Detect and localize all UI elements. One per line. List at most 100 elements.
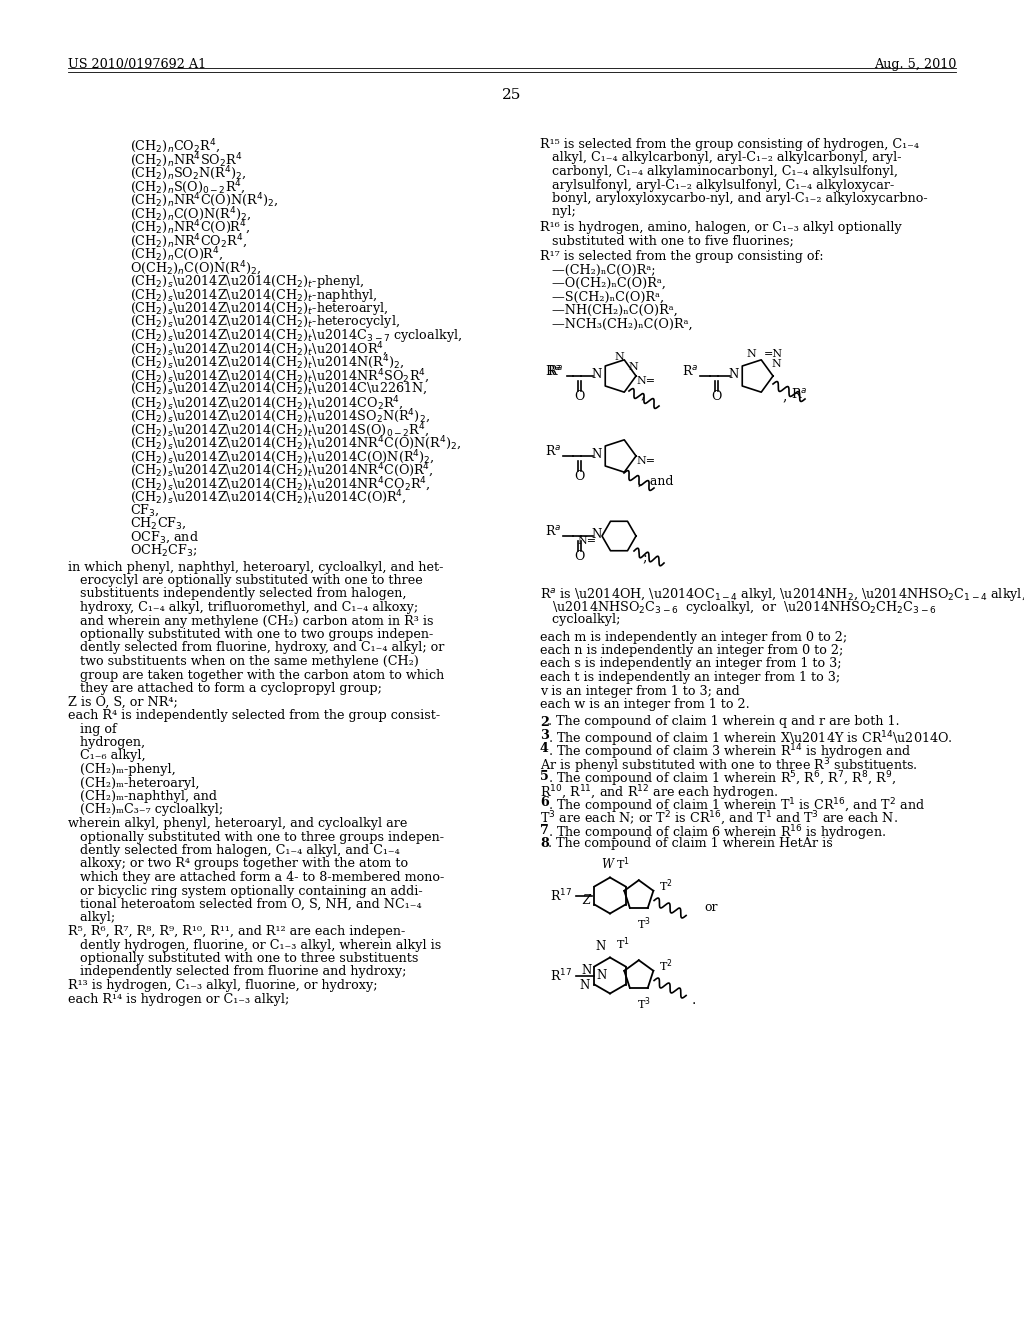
Text: T$^3$: T$^3$ bbox=[637, 995, 650, 1012]
Text: Z: Z bbox=[582, 894, 590, 907]
Text: T$^2$: T$^2$ bbox=[659, 878, 673, 894]
Text: O(CH$_2$)$_n$C(O)N(R$^4$)$_2$,: O(CH$_2$)$_n$C(O)N(R$^4$)$_2$, bbox=[130, 260, 261, 277]
Text: (CH$_2$)$_s$\u2014Z\u2014(CH$_2$)$_t$\u2014C(O)N(R$^4$)$_2$,: (CH$_2$)$_s$\u2014Z\u2014(CH$_2$)$_t$\u2… bbox=[130, 449, 435, 466]
Text: 8: 8 bbox=[540, 837, 549, 850]
Text: alkoxy; or two R⁴ groups together with the atom to: alkoxy; or two R⁴ groups together with t… bbox=[68, 858, 409, 870]
Text: . The compound of claim 3 wherein R$^{14}$ is hydrogen and: . The compound of claim 3 wherein R$^{14… bbox=[548, 742, 911, 762]
Text: R¹⁶ is hydrogen, amino, halogen, or C₁₋₃ alkyl optionally: R¹⁶ is hydrogen, amino, halogen, or C₁₋₃… bbox=[540, 220, 902, 234]
Text: —NH(CH₂)ₙC(O)Rᵃ,: —NH(CH₂)ₙC(O)Rᵃ, bbox=[540, 304, 678, 317]
Text: each R¹⁴ is hydrogen or C₁₋₃ alkyl;: each R¹⁴ is hydrogen or C₁₋₃ alkyl; bbox=[68, 993, 289, 1006]
Text: N: N bbox=[596, 969, 606, 982]
Text: . The compound of claim 6 wherein R$^{16}$ is hydrogen.: . The compound of claim 6 wherein R$^{16… bbox=[548, 824, 887, 843]
Text: . The compound of claim 1 wherein HetAr is: . The compound of claim 1 wherein HetAr … bbox=[548, 837, 833, 850]
Text: hydrogen,: hydrogen, bbox=[68, 737, 145, 748]
Text: (CH$_2$)$_s$\u2014Z\u2014(CH$_2$)$_t$\u2014NR$^4$CO$_2$R$^4$,: (CH$_2$)$_s$\u2014Z\u2014(CH$_2$)$_t$\u2… bbox=[130, 475, 431, 494]
Text: O: O bbox=[573, 549, 584, 562]
Text: hydroxy, C₁₋₄ alkyl, trifluoromethyl, and C₁₋₄ alkoxy;: hydroxy, C₁₋₄ alkyl, trifluoromethyl, an… bbox=[68, 601, 418, 614]
Text: R¹⁷ is selected from the group consisting of:: R¹⁷ is selected from the group consistin… bbox=[540, 249, 823, 263]
Text: Aug. 5, 2010: Aug. 5, 2010 bbox=[873, 58, 956, 71]
Text: (CH$_2$)$_s$\u2014Z\u2014(CH$_2$)$_t$\u2014S(O)$_{0-2}$R$^4$,: (CH$_2$)$_s$\u2014Z\u2014(CH$_2$)$_t$\u2… bbox=[130, 421, 429, 440]
Text: O: O bbox=[573, 389, 584, 403]
Text: (CH$_2$)$_n$NR$^4$C(O)R$^4$,: (CH$_2$)$_n$NR$^4$C(O)R$^4$, bbox=[130, 219, 250, 238]
Text: (CH$_2$)$_s$\u2014Z\u2014(CH$_2$)$_t$\u2014C$_{3-7}$ cycloalkyl,: (CH$_2$)$_s$\u2014Z\u2014(CH$_2$)$_t$\u2… bbox=[130, 327, 462, 345]
Text: (CH$_2$)$_s$\u2014Z\u2014(CH$_2$)$_t$\u2014OR$^4$,: (CH$_2$)$_s$\u2014Z\u2014(CH$_2$)$_t$\u2… bbox=[130, 341, 388, 359]
Text: each s is independently an integer from 1 to 3;: each s is independently an integer from … bbox=[540, 657, 842, 671]
Text: —(CH₂)ₙC(O)Rᵃ;: —(CH₂)ₙC(O)Rᵃ; bbox=[540, 264, 655, 276]
Text: carbonyl, C₁₋₄ alkylaminocarbonyl, C₁₋₄ alkylsulfonyl,: carbonyl, C₁₋₄ alkylaminocarbonyl, C₁₋₄ … bbox=[540, 165, 898, 178]
Text: R$^a$: R$^a$ bbox=[545, 364, 561, 378]
Text: each t is independently an integer from 1 to 3;: each t is independently an integer from … bbox=[540, 671, 840, 684]
Text: C₁₋₆ alkyl,: C₁₋₆ alkyl, bbox=[68, 750, 145, 763]
Text: (CH$_2$)$_s$\u2014Z\u2014(CH$_2$)$_t$-heterocyclyl,: (CH$_2$)$_s$\u2014Z\u2014(CH$_2$)$_t$-he… bbox=[130, 314, 400, 330]
Text: (CH₂)ₘ-naphthyl, and: (CH₂)ₘ-naphthyl, and bbox=[68, 789, 217, 803]
Text: Ar is phenyl substituted with one to three R$^3$ substituents.: Ar is phenyl substituted with one to thr… bbox=[540, 756, 918, 776]
Text: ,: , bbox=[641, 387, 645, 401]
Text: (CH$_2$)$_s$\u2014Z\u2014(CH$_2$)$_t$\u2014C(O)R$^4$,: (CH$_2$)$_s$\u2014Z\u2014(CH$_2$)$_t$\u2… bbox=[130, 488, 407, 507]
Text: (CH$_2$)$_n$C(O)R$^4$,: (CH$_2$)$_n$C(O)R$^4$, bbox=[130, 246, 223, 264]
Text: R⁵, R⁶, R⁷, R⁸, R⁹, R¹⁰, R¹¹, and R¹² are each indepen-: R⁵, R⁶, R⁷, R⁸, R⁹, R¹⁰, R¹¹, and R¹² ar… bbox=[68, 925, 406, 939]
Text: 25: 25 bbox=[503, 88, 521, 102]
Text: N: N bbox=[592, 367, 602, 380]
Text: N: N bbox=[596, 940, 606, 953]
Text: 6: 6 bbox=[540, 796, 549, 809]
Text: (CH$_2$)$_s$\u2014Z\u2014(CH$_2$)$_t$\u2014NR$^4$C(O)R$^4$,: (CH$_2$)$_s$\u2014Z\u2014(CH$_2$)$_t$\u2… bbox=[130, 462, 434, 480]
Text: (CH$_2$)$_s$\u2014Z\u2014(CH$_2$)$_t$\u2014C\u2261N,: (CH$_2$)$_s$\u2014Z\u2014(CH$_2$)$_t$\u2… bbox=[130, 381, 427, 396]
Text: ,  and: , and bbox=[638, 474, 674, 487]
Text: arylsulfonyl, aryl-C₁₋₂ alkylsulfonyl, C₁₋₄ alkyloxycar-: arylsulfonyl, aryl-C₁₋₂ alkylsulfonyl, C… bbox=[540, 178, 894, 191]
Text: N: N bbox=[614, 352, 624, 362]
Text: in which phenyl, naphthyl, heteroaryl, cycloalkyl, and het-: in which phenyl, naphthyl, heteroaryl, c… bbox=[68, 561, 443, 573]
Text: each m is independently an integer from 0 to 2;: each m is independently an integer from … bbox=[540, 631, 847, 644]
Text: dently selected from halogen, C₁₋₄ alkyl, and C₁₋₄: dently selected from halogen, C₁₋₄ alkyl… bbox=[68, 843, 399, 857]
Text: 3: 3 bbox=[540, 729, 549, 742]
Text: nyl;: nyl; bbox=[540, 206, 575, 219]
Text: (CH$_2$)$_s$\u2014Z\u2014(CH$_2$)$_t$-heteroaryl,: (CH$_2$)$_s$\u2014Z\u2014(CH$_2$)$_t$-he… bbox=[130, 300, 388, 317]
Text: —O(CH₂)ₙC(O)Rᵃ,: —O(CH₂)ₙC(O)Rᵃ, bbox=[540, 277, 666, 290]
Text: 2: 2 bbox=[540, 715, 549, 729]
Text: ing of: ing of bbox=[68, 722, 117, 735]
Text: T$^3$ are each N; or T$^2$ is CR$^{16}$, and T$^1$ and T$^3$ are each N.: T$^3$ are each N; or T$^2$ is CR$^{16}$,… bbox=[540, 810, 898, 828]
Text: US 2010/0197692 A1: US 2010/0197692 A1 bbox=[68, 58, 206, 71]
Text: ;: ; bbox=[643, 550, 647, 565]
Text: (CH$_2$)$_s$\u2014Z\u2014(CH$_2$)$_t$\u2014NR$^4$C(O)N(R$^4$)$_2$,: (CH$_2$)$_s$\u2014Z\u2014(CH$_2$)$_t$\u2… bbox=[130, 436, 462, 453]
Text: two substituents when on the same methylene (CH₂): two substituents when on the same methyl… bbox=[68, 655, 419, 668]
Text: (CH$_2$)$_n$S(O)$_{0-2}$R$^4$,: (CH$_2$)$_n$S(O)$_{0-2}$R$^4$, bbox=[130, 178, 246, 197]
Text: N: N bbox=[582, 964, 592, 977]
Text: W: W bbox=[601, 858, 613, 870]
Text: (CH$_2$)$_s$\u2014Z\u2014(CH$_2$)$_t$\u2014CO$_2$R$^4$,: (CH$_2$)$_s$\u2014Z\u2014(CH$_2$)$_t$\u2… bbox=[130, 395, 403, 413]
Text: . The compound of claim 1 wherein R$^5$, R$^6$, R$^7$, R$^8$, R$^9$,: . The compound of claim 1 wherein R$^5$,… bbox=[548, 770, 896, 789]
Text: R$^a$ is \u2014OH, \u2014OC$_{1-4}$ alkyl, \u2014NH$_2$, \u2014NHSO$_2$C$_{1-4}$: R$^a$ is \u2014OH, \u2014OC$_{1-4}$ alky… bbox=[540, 586, 1024, 603]
Text: N: N bbox=[729, 367, 739, 380]
Text: R$^{10}$, R$^{11}$, and R$^{12}$ are each hydrogen.: R$^{10}$, R$^{11}$, and R$^{12}$ are eac… bbox=[540, 783, 778, 803]
Text: (CH$_2$)$_n$CO$_2$R$^4$,: (CH$_2$)$_n$CO$_2$R$^4$, bbox=[130, 139, 220, 156]
Text: which they are attached form a 4- to 8-membered mono-: which they are attached form a 4- to 8-m… bbox=[68, 871, 444, 884]
Text: (CH$_2$)$_s$\u2014Z\u2014(CH$_2$)$_t$\u2014N(R$^4$)$_2$,: (CH$_2$)$_s$\u2014Z\u2014(CH$_2$)$_t$\u2… bbox=[130, 354, 404, 372]
Text: (CH$_2$)$_s$\u2014Z\u2014(CH$_2$)$_t$-naphthyl,: (CH$_2$)$_s$\u2014Z\u2014(CH$_2$)$_t$-na… bbox=[130, 286, 378, 304]
Text: (CH$_2$)$_s$\u2014Z\u2014(CH$_2$)$_t$\u2014SO$_2$N(R$^4$)$_2$,: (CH$_2$)$_s$\u2014Z\u2014(CH$_2$)$_t$\u2… bbox=[130, 408, 430, 426]
Text: R$^a$: R$^a$ bbox=[545, 444, 561, 458]
Text: N: N bbox=[592, 447, 602, 461]
Text: (CH$_2$)$_n$NR$^4$CO$_2$R$^4$,: (CH$_2$)$_n$NR$^4$CO$_2$R$^4$, bbox=[130, 232, 247, 251]
Text: N=: N= bbox=[636, 455, 655, 466]
Text: R$^a$: R$^a$ bbox=[791, 387, 807, 401]
Text: 4: 4 bbox=[540, 742, 549, 755]
Text: (CH$_2$)$_s$\u2014Z\u2014(CH$_2$)$_t$-phenyl,: (CH$_2$)$_s$\u2014Z\u2014(CH$_2$)$_t$-ph… bbox=[130, 273, 365, 290]
Text: R$^{17}$: R$^{17}$ bbox=[550, 968, 572, 983]
Text: CH$_2$CF$_3$,: CH$_2$CF$_3$, bbox=[130, 516, 186, 532]
Text: alkyl, C₁₋₄ alkylcarbonyl, aryl-C₁₋₂ alkylcarbonyl, aryl-: alkyl, C₁₋₄ alkylcarbonyl, aryl-C₁₋₂ alk… bbox=[540, 152, 901, 165]
Text: T$^2$: T$^2$ bbox=[659, 957, 673, 974]
Text: (CH₂)ₘC₃₋₇ cycloalkyl;: (CH₂)ₘC₃₋₇ cycloalkyl; bbox=[68, 804, 223, 817]
Text: . The compound of claim 1 wherein T$^1$ is CR$^{16}$, and T$^2$ and: . The compound of claim 1 wherein T$^1$ … bbox=[548, 796, 925, 816]
Text: (CH$_2$)$_n$NR$^4$SO$_2$R$^4$: (CH$_2$)$_n$NR$^4$SO$_2$R$^4$ bbox=[130, 152, 243, 169]
Text: they are attached to form a cyclopropyl group;: they are attached to form a cyclopropyl … bbox=[68, 682, 382, 696]
Text: tional heteroatom selected from O, S, NH, and NC₁₋₄: tional heteroatom selected from O, S, NH… bbox=[68, 898, 422, 911]
Text: cycloalkyl;: cycloalkyl; bbox=[540, 612, 621, 626]
Text: CF$_3$,: CF$_3$, bbox=[130, 503, 160, 517]
Text: dently hydrogen, fluorine, or C₁₋₃ alkyl, wherein alkyl is: dently hydrogen, fluorine, or C₁₋₃ alkyl… bbox=[68, 939, 441, 952]
Text: (CH₂)ₘ-phenyl,: (CH₂)ₘ-phenyl, bbox=[68, 763, 176, 776]
Text: R$^a$: R$^a$ bbox=[547, 364, 563, 378]
Text: N=: N= bbox=[636, 376, 655, 385]
Text: (CH$_2$)$_n$NR$^4$C(O)N(R$^4$)$_2$,: (CH$_2$)$_n$NR$^4$C(O)N(R$^4$)$_2$, bbox=[130, 191, 279, 210]
Text: . The compound of claim 1 wherein q and r are both 1.: . The compound of claim 1 wherein q and … bbox=[548, 715, 900, 729]
Text: N: N bbox=[746, 348, 756, 359]
Text: v is an integer from 1 to 3; and: v is an integer from 1 to 3; and bbox=[540, 685, 739, 697]
